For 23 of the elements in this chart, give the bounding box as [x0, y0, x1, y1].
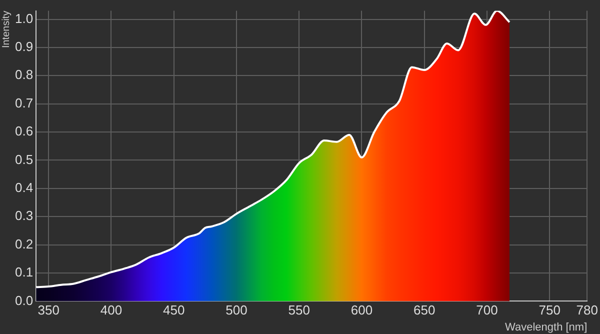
- x-tick-label: 780: [576, 302, 598, 318]
- y-tick-label: 0.9: [14, 39, 34, 54]
- x-tick-label: 600: [350, 302, 373, 318]
- x-tick-label: 650: [413, 302, 436, 318]
- y-axis-title: Intensity: [0, 10, 12, 48]
- y-tick-label: 0.5: [14, 152, 34, 167]
- x-tick-label: 400: [100, 302, 122, 318]
- x-tick-label: 450: [162, 302, 185, 318]
- y-tick-label: 0.2: [14, 236, 34, 252]
- x-tick-label: 700: [476, 302, 498, 318]
- y-tick-label: 0.7: [14, 95, 34, 110]
- y-tick-label: 0.3: [14, 208, 34, 224]
- y-tick-label: 1.0: [14, 10, 34, 26]
- x-tick-label: 500: [226, 302, 248, 318]
- y-tick-label: 0.8: [14, 67, 34, 82]
- y-tick-label: 0.6: [14, 124, 34, 139]
- x-axis-title: Wavelength [nm]: [505, 321, 588, 334]
- x-tick-label: 550: [288, 302, 310, 318]
- y-tick-label: 0.1: [14, 264, 34, 280]
- y-tick-label: 0.0: [14, 292, 34, 308]
- x-tick-label: 750: [538, 302, 560, 318]
- y-tick-label: 0.4: [14, 180, 34, 195]
- x-tick-label: 350: [38, 302, 60, 318]
